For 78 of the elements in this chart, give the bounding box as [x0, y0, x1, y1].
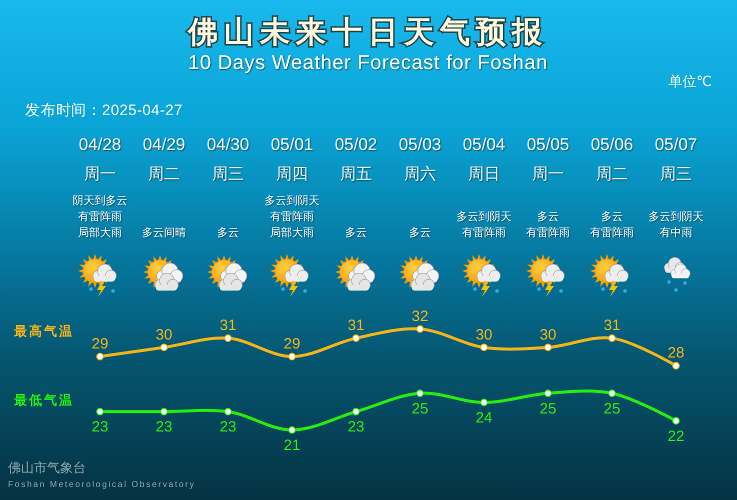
- point: [160, 344, 168, 352]
- chart-title: 佛山未来十日天气预报: [187, 16, 548, 49]
- text: 周一: [84, 166, 116, 183]
- x-tick-label: 05/04: [462, 135, 506, 154]
- x-tick-label: 04/29: [142, 135, 186, 154]
- point: [672, 362, 680, 370]
- text: 周六: [404, 165, 436, 183]
- text: 多云到阴天有雷阵雨局部大雨: [264, 195, 320, 239]
- data-label: 31: [604, 317, 620, 334]
- data-label: 25: [540, 400, 556, 418]
- point: [288, 352, 296, 360]
- x-tick-label: 04/30: [206, 135, 250, 154]
- point: [416, 325, 424, 333]
- text: 多云: [409, 227, 431, 239]
- data-label: 22: [668, 428, 684, 445]
- x-tick-label: 05/01: [270, 135, 314, 154]
- text: 周四: [276, 166, 308, 183]
- data-label: 28: [668, 344, 684, 362]
- text: 发布时间：2025-04-27: [25, 102, 183, 119]
- data-label: 31: [348, 317, 364, 334]
- x-tick-label: 05/06: [590, 135, 634, 154]
- point: [160, 408, 168, 416]
- point: [480, 398, 488, 406]
- text: 周三: [660, 166, 692, 183]
- data-label: 23: [92, 418, 108, 436]
- chart-subtitle: 10 Days Weather Forecast for Foshan: [188, 52, 548, 74]
- text: 周五: [340, 166, 372, 183]
- text: 佛山市气象台: [8, 460, 86, 475]
- data-label: 30: [156, 326, 172, 344]
- data-label: 30: [540, 326, 556, 344]
- data-label: 32: [412, 308, 428, 325]
- text: 周二: [596, 166, 628, 183]
- text: 多云到阴天有中雨: [648, 211, 704, 239]
- point: [480, 344, 488, 352]
- point: [352, 334, 360, 342]
- x-tick-label: 05/02: [334, 135, 378, 154]
- data-label: 23: [220, 418, 236, 436]
- data-label: 24: [476, 409, 492, 426]
- point: [608, 389, 616, 398]
- text: 周日: [468, 166, 500, 183]
- text: 周二: [148, 166, 180, 183]
- point: [544, 344, 552, 352]
- text: Foshan Meteorological Observatory: [8, 479, 196, 489]
- text: 多云有雷阵雨: [590, 211, 634, 239]
- data-label: 25: [412, 400, 428, 418]
- x-tick-label: 05/05: [526, 135, 570, 154]
- text: 单位℃: [668, 73, 712, 89]
- point: [96, 352, 104, 360]
- point: [224, 334, 232, 342]
- data-label: 31: [220, 317, 236, 334]
- text: 多云有雷阵雨: [526, 211, 570, 239]
- text: 多云到阴天有雷阵雨: [456, 211, 512, 239]
- point: [544, 389, 552, 398]
- text: 周三: [212, 166, 244, 183]
- data-label: 23: [348, 418, 364, 436]
- text: 多云: [217, 227, 239, 239]
- x-tick-label: 05/03: [398, 135, 442, 154]
- data-label: 29: [284, 336, 300, 353]
- text: 多云: [345, 227, 367, 239]
- data-label: 23: [156, 418, 172, 436]
- point: [96, 408, 104, 416]
- text: 最高气温: [13, 324, 74, 339]
- point: [224, 408, 232, 416]
- text: 周一: [532, 166, 564, 183]
- x-tick-label: 04/28: [78, 135, 122, 154]
- point: [416, 389, 424, 398]
- text: 多云间晴: [142, 226, 186, 239]
- point: [608, 334, 616, 342]
- point: [672, 417, 680, 425]
- x-tick-label: 05/07: [654, 135, 698, 154]
- series-label: 最低气温: [13, 392, 74, 408]
- data-label: 25: [604, 400, 620, 418]
- point: [288, 426, 296, 434]
- data-label: 29: [92, 336, 108, 353]
- point: [352, 408, 360, 416]
- text: 阴天到多云有雷阵雨局部大雨: [72, 195, 128, 239]
- data-label: 21: [284, 437, 300, 454]
- data-label: 30: [476, 326, 492, 344]
